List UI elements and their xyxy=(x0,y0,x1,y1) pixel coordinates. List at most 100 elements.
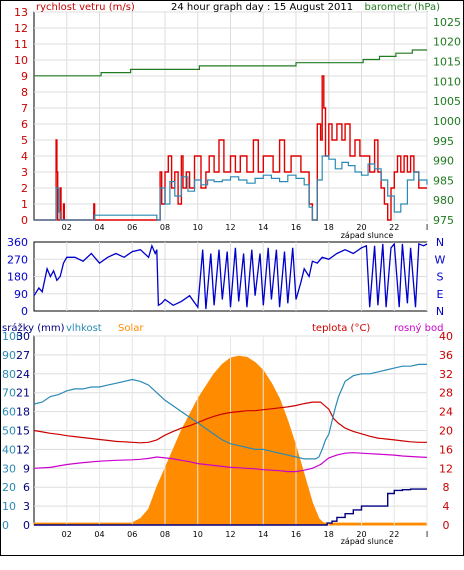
direction-degree-tick-label: 360 xyxy=(7,236,28,249)
direction-degree-tick-label: 90 xyxy=(14,288,28,301)
time-tick-label: 10 xyxy=(193,530,203,539)
rain-tick-label: 12 xyxy=(16,443,30,456)
direction-compass-tick-label: E xyxy=(437,288,444,301)
humidity-tick-label: 20 xyxy=(2,481,16,494)
temperature-tick-label: 0 xyxy=(443,519,450,532)
wind-speed-axis-title: rychlost vetru (m/s) xyxy=(36,2,135,13)
sunset-caption-bottom: západ slunce xyxy=(341,537,394,546)
wind-speed-tick-label: 7 xyxy=(21,102,28,115)
time-tick-label: 08 xyxy=(160,223,170,232)
direction-degree-tick-label: 0 xyxy=(21,305,28,318)
rain-tick-label: 30 xyxy=(16,330,30,343)
temperature-legend-label: teplota (°C) xyxy=(312,323,370,334)
time-tick-label: 14 xyxy=(258,223,268,232)
pressure-tick-label: 975 xyxy=(433,214,454,227)
time-tick-label: 14 xyxy=(258,530,268,539)
rain-tick-label: 24 xyxy=(16,368,30,381)
wind-speed-tick-label: 10 xyxy=(14,54,28,67)
rain-tick-label: 21 xyxy=(16,387,30,400)
rain-tick-label: 0 xyxy=(23,519,30,532)
time-tick-label: 20 xyxy=(356,223,366,232)
rain-tick-label: 27 xyxy=(16,349,30,362)
humidity-tick-label: 90 xyxy=(2,349,16,362)
pressure-tick-label: 1010 xyxy=(433,75,461,88)
wind-speed-tick-label: 9 xyxy=(21,70,28,83)
humidity-tick-label: 80 xyxy=(2,368,16,381)
rain-tick-label: 6 xyxy=(23,481,30,494)
time-tick-label: 16 xyxy=(291,530,301,539)
wind-direction-series xyxy=(33,242,428,310)
sunset-caption-top: západ slunce xyxy=(341,231,394,240)
rain-axis-title: srážky (mm) xyxy=(2,322,65,334)
temperature-tick-label: 40 xyxy=(439,330,453,343)
rain-tick-label: 9 xyxy=(23,462,30,475)
pressure-tick-label: 1005 xyxy=(433,95,461,108)
pressure-tick-label: 985 xyxy=(433,174,454,187)
temperature-tick-label: 32 xyxy=(439,368,453,381)
time-tick-label: 22 xyxy=(389,530,399,539)
rain-tick-label: 18 xyxy=(16,406,30,419)
wind-gust-line xyxy=(34,75,427,221)
wind-speed-tick-label: 0 xyxy=(21,214,28,227)
solar-legend-label: Solar xyxy=(118,323,144,334)
direction-degree-axis: 0 90 180 270 360 xyxy=(7,236,28,318)
wind-speed-tick-label: 13 xyxy=(14,6,28,19)
temperature-tick-label: 16 xyxy=(439,443,453,456)
time-tick-label: 06 xyxy=(127,530,137,539)
wind-direction-grid xyxy=(34,242,428,311)
temperature-tick-label: 28 xyxy=(439,387,453,400)
time-tick-label: I xyxy=(426,530,428,539)
time-tick-label: 16 xyxy=(291,223,301,232)
humidity-tick-label: 30 xyxy=(2,462,16,475)
temperature-line xyxy=(33,401,427,444)
solar-overlay-gridlines xyxy=(66,336,428,525)
time-tick-label: 04 xyxy=(94,223,104,232)
temperature-axis: 0 4 8 12 16 20 24 28 32 36 40 xyxy=(439,330,453,532)
time-tick-label: 02 xyxy=(62,530,72,539)
time-tick-label: 12 xyxy=(225,530,235,539)
temperature-humidity-x-axis: 02 04 06 08 10 12 14 16 18 20 22 I xyxy=(62,530,429,539)
pressure-line xyxy=(34,49,427,77)
direction-degree-tick-label: 270 xyxy=(7,253,28,266)
wind-pressure-series xyxy=(34,49,428,221)
wind-speed-tick-label: 11 xyxy=(14,38,28,51)
temperature-tick-label: 4 xyxy=(443,500,450,513)
temperature-tick-label: 8 xyxy=(443,481,450,494)
rain-line xyxy=(34,488,427,526)
rain-axis: 0 3 6 9 12 15 18 21 24 27 30 xyxy=(16,330,30,532)
time-tick-label: 04 xyxy=(94,530,104,539)
time-tick-label: 02 xyxy=(62,223,72,232)
pressure-tick-label: 980 xyxy=(433,194,454,207)
temperature-tick-label: 36 xyxy=(439,349,453,362)
wind-speed-tick-label: 12 xyxy=(14,22,28,35)
time-tick-label: 22 xyxy=(389,223,399,232)
wind-speed-line xyxy=(34,155,428,221)
pressure-tick-label: 1025 xyxy=(433,16,461,29)
wind-pressure-x-axis: 02 04 06 08 10 12 14 16 18 20 22 I xyxy=(62,223,429,232)
wind-speed-tick-label: 6 xyxy=(21,118,28,131)
dewpoint-legend-label: rosný bod xyxy=(394,322,443,334)
time-tick-label: 18 xyxy=(324,223,334,232)
wind-speed-tick-label: 1 xyxy=(21,198,28,211)
time-tick-label: 10 xyxy=(193,223,203,232)
wind-speed-tick-label: 5 xyxy=(21,134,28,147)
temperature-tick-label: 20 xyxy=(439,425,453,438)
humidity-tick-label: 10 xyxy=(2,500,16,513)
pressure-axis: 975 980 985 990 995 1000 1005 1010 1015 1020 1025 xyxy=(433,16,461,227)
time-tick-label: 12 xyxy=(225,223,235,232)
time-tick-label: 06 xyxy=(127,223,137,232)
pressure-tick-label: 995 xyxy=(433,135,454,148)
chart-title: 24 hour graph day : 15 August 2011 xyxy=(171,2,353,13)
humidity-tick-label: 50 xyxy=(2,425,16,438)
pressure-tick-label: 1015 xyxy=(433,56,461,69)
pressure-tick-label: 990 xyxy=(433,155,454,168)
wind-speed-tick-label: 2 xyxy=(21,182,28,195)
humidity-tick-label: 0 xyxy=(2,519,9,532)
wind-speed-tick-label: 4 xyxy=(21,150,28,163)
humidity-tick-label: 60 xyxy=(2,406,16,419)
